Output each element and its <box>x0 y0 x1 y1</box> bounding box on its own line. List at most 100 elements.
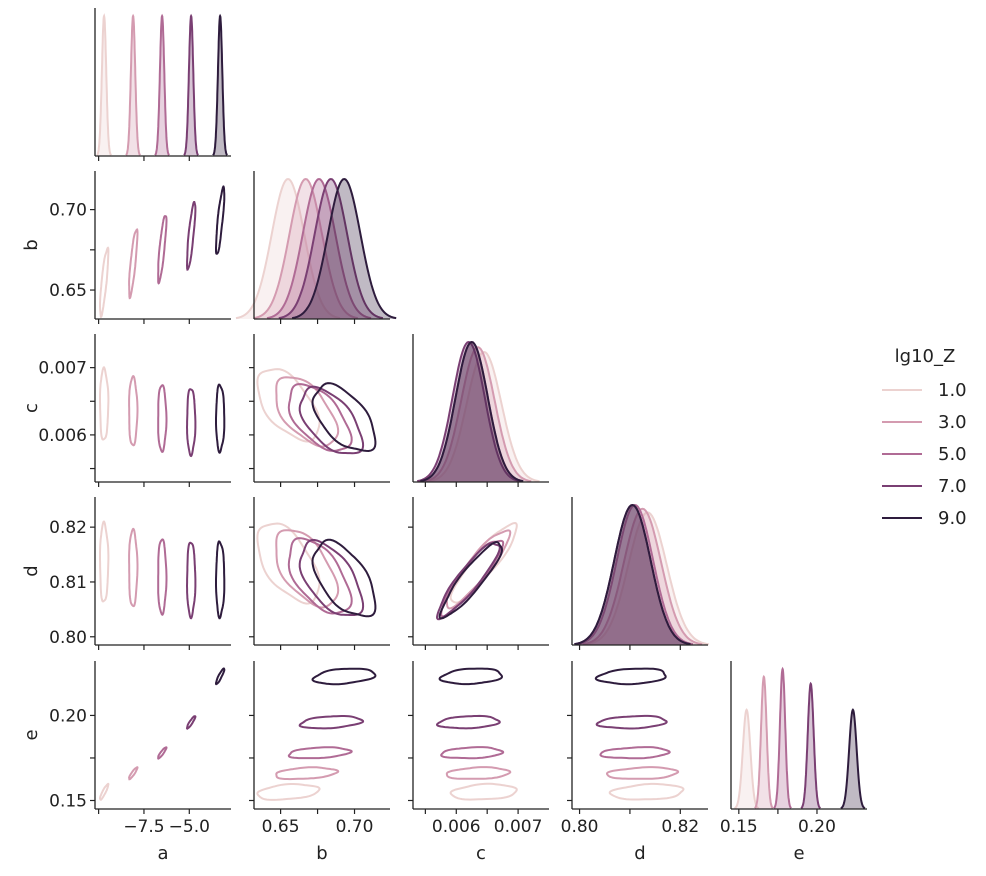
contour-c-vs-b-group-1.0 <box>256 368 321 443</box>
contour-e-vs-d-group-9.0 <box>594 667 667 686</box>
x-axis-title: a <box>157 843 168 864</box>
x-axis-title: c <box>476 843 486 864</box>
kde-line-a-group-7.0 <box>183 13 199 156</box>
x-axis-title: b <box>316 843 327 864</box>
x-tick-label: −7.5 <box>123 817 164 837</box>
contour-d-vs-c-group-9.0 <box>438 540 504 620</box>
kde-fill-d-group-9.0 <box>574 505 691 645</box>
contour-d-vs-a-group-9.0 <box>215 540 226 620</box>
kde-line-d-group-9.0 <box>574 503 691 646</box>
kde-line-c-group-7.0 <box>416 340 521 483</box>
x-tick-label: 0.70 <box>336 817 374 837</box>
contour-b-vs-a-group-9.0 <box>215 185 226 255</box>
contour-e-vs-c-group-3.0 <box>445 766 512 780</box>
y-tick-label: 0.80 <box>49 628 87 648</box>
legend-item: 7.0 <box>882 476 967 497</box>
kde-fill-d-group-7.0 <box>574 505 691 645</box>
panel-e-vs-b: 0.65 0.70 b <box>249 661 390 864</box>
x-tick-label: 0.80 <box>561 817 599 837</box>
contour-e-vs-a-group-5.0 <box>157 746 168 760</box>
contour-d-vs-c-group-1.0 <box>449 521 518 604</box>
x-tick-label: 0.20 <box>798 817 836 837</box>
contour-d-vs-b-group-3.0 <box>275 529 340 609</box>
kde-line-a-group-9.0 <box>212 13 228 156</box>
legend-title: lg10_Z <box>895 346 956 367</box>
kde-line-a-group-1.0 <box>96 13 112 156</box>
legend-item: 3.0 <box>882 412 967 433</box>
kde-fill-c-group-3.0 <box>424 347 532 482</box>
contour-e-vs-b-group-1.0 <box>256 783 321 801</box>
contour-d-vs-a-group-7.0 <box>185 541 197 620</box>
panel-b-vs-a: 0.65 0.70 b <box>21 171 231 324</box>
y-axis-title: e <box>21 729 42 740</box>
x-axis-title: d <box>634 843 645 864</box>
kde-fill-e-group-9.0 <box>840 709 865 809</box>
x-axis-title: e <box>793 843 804 864</box>
y-tick-label: 0.007 <box>38 359 87 379</box>
contour-e-vs-d-group-5.0 <box>599 746 671 760</box>
y-tick-label: 0.006 <box>38 426 87 446</box>
kde-fill-c-group-1.0 <box>428 352 540 482</box>
y-tick-label: 0.20 <box>49 706 87 726</box>
contour-d-vs-c-group-7.0 <box>435 542 501 621</box>
kde-line-d-group-3.0 <box>582 507 703 646</box>
panel-e-vs-c: 0.006 0.007 c <box>408 661 549 864</box>
kde-line-b-group-7.0 <box>278 177 384 320</box>
contour-e-vs-a-group-9.0 <box>215 667 226 686</box>
panel-d-vs-d <box>571 497 709 650</box>
kde-line-e-group-3.0 <box>754 674 774 809</box>
contour-d-vs-a-group-5.0 <box>157 538 168 616</box>
kde-fill-b-group-5.0 <box>267 179 372 319</box>
contour-b-vs-a-group-1.0 <box>99 246 110 319</box>
contour-d-vs-b-group-1.0 <box>256 522 321 605</box>
contour-b-vs-a-group-5.0 <box>157 215 168 285</box>
contour-e-vs-d-group-1.0 <box>608 782 685 801</box>
contour-d-vs-b-group-9.0 <box>311 538 377 618</box>
panel-d-vs-b <box>249 497 390 650</box>
y-axis-title: b <box>21 239 42 250</box>
contour-c-vs-b-group-9.0 <box>311 382 377 453</box>
kde-line-b-group-5.0 <box>266 177 372 320</box>
contour-b-vs-a-group-7.0 <box>185 201 197 271</box>
kde-line-c-group-9.0 <box>420 340 524 483</box>
panel-e-vs-d: 0.80 0.82 d <box>561 661 708 864</box>
pairplot-panels: 0.65 0.70 b 0.006 0.007 c 0.80 0.81 0.82 d −7.5 −5.… <box>21 8 867 864</box>
contour-e-vs-a-group-3.0 <box>128 766 139 781</box>
kde-line-b-group-1.0 <box>235 177 341 320</box>
contour-d-vs-b-group-7.0 <box>298 538 365 616</box>
panel-d-vs-a: 0.80 0.81 0.82 d <box>21 497 231 650</box>
contour-e-vs-b-group-5.0 <box>287 746 353 760</box>
kde-line-b-group-9.0 <box>291 177 397 320</box>
kde-fill-d-group-1.0 <box>586 512 709 645</box>
kde-line-a-group-5.0 <box>154 13 170 156</box>
contour-e-vs-b-group-7.0 <box>298 715 365 730</box>
x-tick-label: 0.006 <box>432 817 481 837</box>
contour-c-vs-a-group-3.0 <box>128 375 139 447</box>
contour-c-vs-a-group-1.0 <box>99 366 110 441</box>
kde-fill-b-group-3.0 <box>253 179 358 319</box>
legend: lg10_Z 1.0 3.0 5.0 7.0 9.0 <box>882 346 967 529</box>
contour-e-vs-d-group-7.0 <box>595 714 668 730</box>
kde-line-c-group-1.0 <box>428 350 540 483</box>
contour-b-vs-a-group-3.0 <box>128 228 139 300</box>
contour-e-vs-c-group-1.0 <box>449 782 518 801</box>
panel-a-vs-a <box>94 8 231 161</box>
legend-label: 7.0 <box>938 476 967 497</box>
kde-line-c-group-3.0 <box>424 346 532 483</box>
contour-d-vs-a-group-3.0 <box>128 527 139 608</box>
contour-e-vs-a-group-1.0 <box>99 782 110 801</box>
y-tick-label: 0.65 <box>49 281 87 301</box>
kde-line-a-group-3.0 <box>125 13 141 156</box>
contour-e-vs-c-group-5.0 <box>440 746 505 760</box>
contour-e-vs-c-group-7.0 <box>435 714 501 730</box>
contour-d-vs-c-group-3.0 <box>445 529 512 610</box>
contour-e-vs-c-group-9.0 <box>438 667 504 686</box>
legend-label: 9.0 <box>938 508 967 529</box>
contour-d-vs-c-group-5.0 <box>440 539 505 618</box>
kde-fill-d-group-3.0 <box>582 508 703 645</box>
contour-e-vs-d-group-3.0 <box>606 766 680 780</box>
contour-c-vs-a-group-9.0 <box>215 383 226 454</box>
kde-fill-e-group-1.0 <box>734 709 759 809</box>
legend-label: 3.0 <box>938 412 967 433</box>
